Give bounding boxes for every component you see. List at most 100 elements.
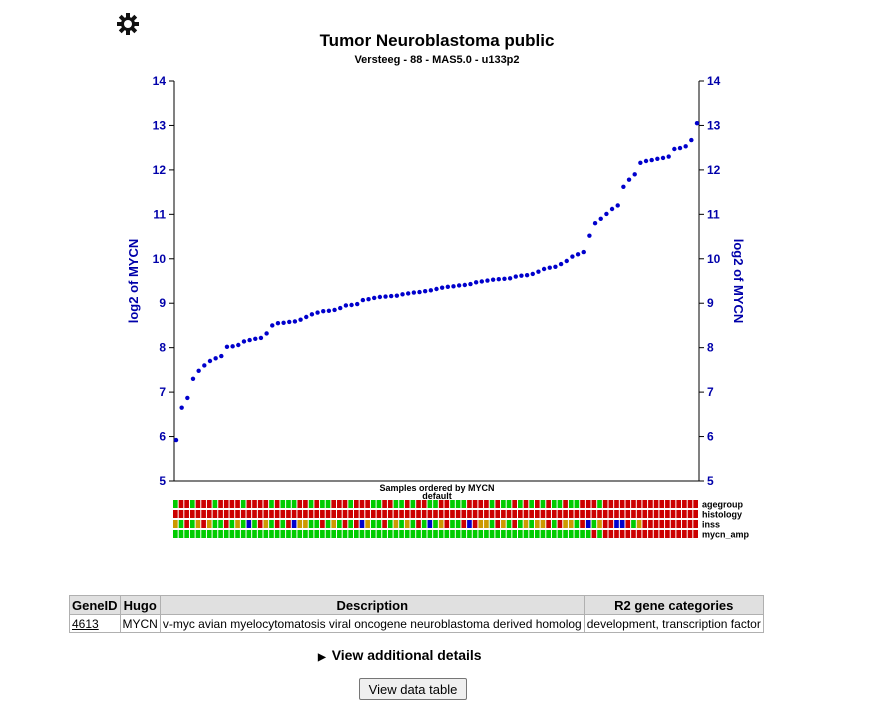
y-tick-label-right: 9 <box>707 296 714 310</box>
header-categories: R2 gene categories <box>583 595 764 615</box>
data-point <box>213 356 218 361</box>
track-cell <box>540 510 546 518</box>
track-cell <box>501 520 506 528</box>
track-cell <box>433 510 438 518</box>
track-cell <box>670 510 676 518</box>
y-tick-label-left: 11 <box>153 207 166 221</box>
data-point <box>609 206 615 212</box>
track-cell <box>455 520 461 528</box>
gear-icon[interactable] <box>116 12 140 36</box>
track-cell <box>240 500 246 508</box>
track-cell <box>563 520 568 528</box>
track-cell <box>178 530 184 538</box>
data-point <box>592 221 598 226</box>
y-tick-label-left: 7 <box>159 385 166 399</box>
data-point <box>434 286 439 292</box>
track-cell <box>314 510 320 518</box>
y-tick-label-left: 5 <box>159 474 166 488</box>
track-cell <box>619 530 625 538</box>
track-cell <box>501 530 506 538</box>
track-cell <box>359 500 365 508</box>
track-cell <box>212 520 218 528</box>
track-cell <box>365 500 370 508</box>
track-cell <box>614 530 619 538</box>
track-cell <box>280 520 286 528</box>
track-cell <box>280 500 286 508</box>
data-point <box>349 302 354 308</box>
track-cell <box>331 500 337 508</box>
track-cell <box>642 510 648 518</box>
track-cell <box>580 500 585 508</box>
track-cell <box>631 530 636 538</box>
track-cell <box>376 520 382 528</box>
additional-details-toggle[interactable]: ▶ View additional details <box>318 647 482 663</box>
track-cell <box>625 500 631 508</box>
track-cell <box>467 510 472 518</box>
track-cell <box>257 500 263 508</box>
track-cell <box>484 500 489 508</box>
track-cell <box>512 520 518 528</box>
track-cell <box>608 530 614 538</box>
track-cell <box>410 500 416 508</box>
track-cell <box>235 500 240 508</box>
track-cell <box>489 500 495 508</box>
track-cell <box>291 520 297 528</box>
track-cell <box>557 530 563 538</box>
data-point <box>564 258 569 264</box>
data-point <box>683 144 688 149</box>
track-cell <box>257 530 263 538</box>
mycn-expression-chart: Tumor Neuroblastoma public Versteeg - 88… <box>126 31 750 540</box>
track-cell <box>591 530 597 538</box>
track-cell <box>551 500 557 508</box>
track-cell <box>235 530 240 538</box>
track-cell <box>574 520 580 528</box>
data-point <box>332 307 337 313</box>
track-cell <box>365 530 370 538</box>
track-cell <box>540 520 546 528</box>
data-point <box>485 278 490 283</box>
track-cell <box>438 530 444 538</box>
data-point <box>202 363 207 368</box>
track-label-inss: inss <box>702 520 720 530</box>
track-cell <box>676 510 682 518</box>
track-cell <box>337 520 342 528</box>
track-cell <box>274 520 280 528</box>
track-cell <box>427 530 433 538</box>
track-cell <box>433 520 438 528</box>
track-cell <box>404 510 410 518</box>
data-point <box>298 317 303 322</box>
track-cell <box>416 500 421 508</box>
data-point <box>604 211 609 217</box>
track-cell <box>263 510 269 518</box>
track-cell <box>246 530 252 538</box>
data-point <box>264 331 269 336</box>
track-cell <box>568 520 574 528</box>
track-cell <box>602 510 608 518</box>
track-cell <box>529 500 534 508</box>
track-cell <box>455 500 461 508</box>
track-cell <box>512 510 518 518</box>
geneid-link[interactable]: 4613 <box>72 616 99 631</box>
track-cell <box>631 520 636 528</box>
track-cell <box>421 510 427 518</box>
track-cell <box>365 510 370 518</box>
track-cell <box>382 510 387 518</box>
additional-details-label: View additional details <box>331 647 482 663</box>
track-cell <box>472 530 478 538</box>
data-point <box>287 319 292 325</box>
data-point <box>689 137 694 143</box>
track-cell <box>461 510 467 518</box>
data-point <box>309 312 315 317</box>
track-cell <box>348 500 353 508</box>
track-cell <box>427 510 433 518</box>
track-cell <box>359 510 365 518</box>
data-point <box>394 293 400 298</box>
data-point <box>660 155 666 161</box>
data-point <box>672 146 677 152</box>
view-data-table-button[interactable]: View data table <box>359 678 467 700</box>
track-cell <box>687 500 693 508</box>
track-cell <box>461 530 467 538</box>
data-point <box>417 289 422 295</box>
track-cell <box>529 510 534 518</box>
track-cell <box>342 530 348 538</box>
